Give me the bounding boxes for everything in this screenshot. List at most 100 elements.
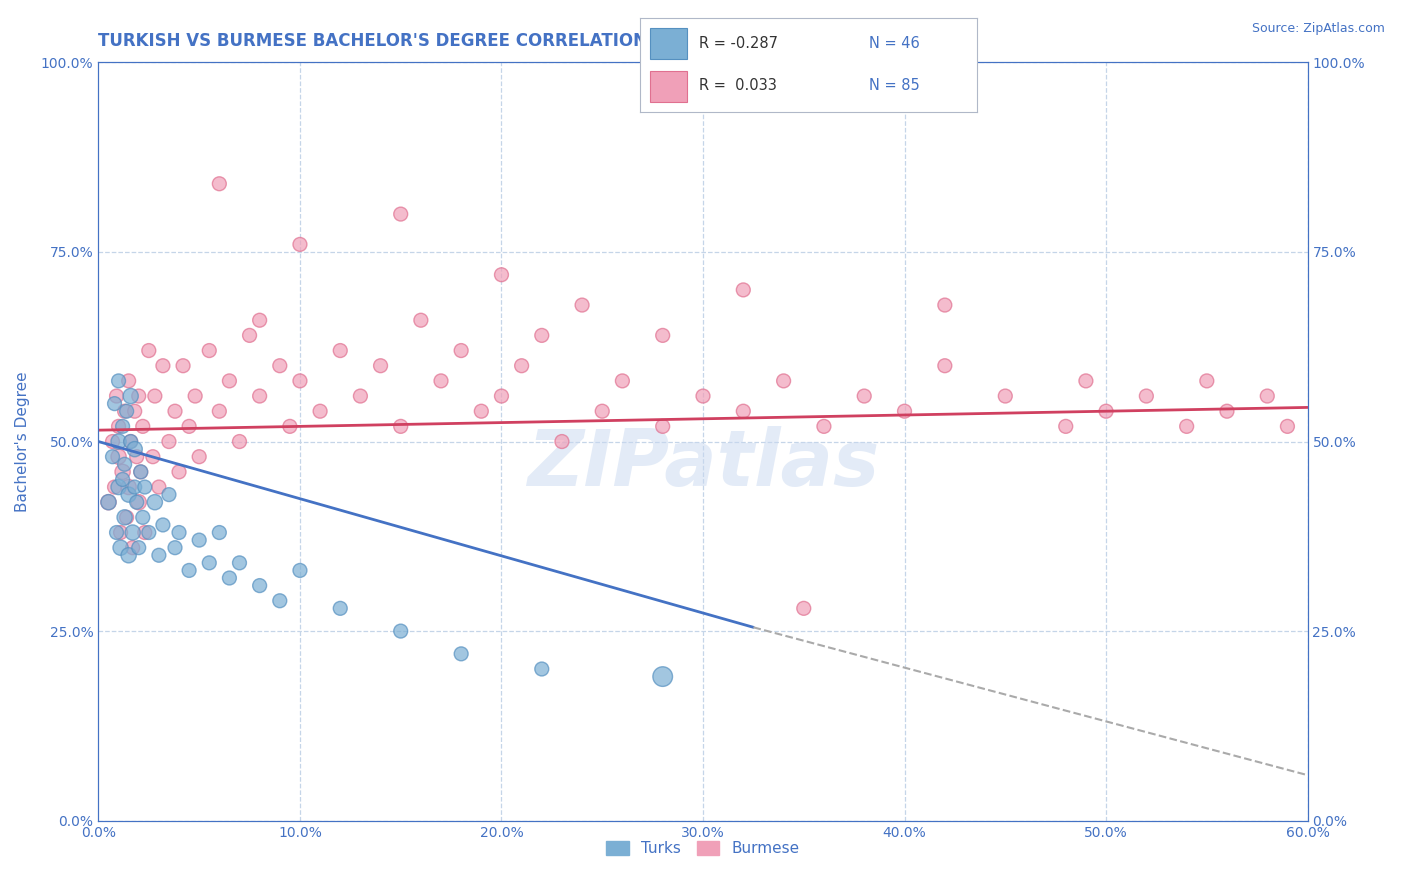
Point [349,389,371,403]
Point [651,328,673,343]
Point [115,510,138,524]
Point [733,404,755,418]
Point [218,571,240,585]
Point [167,525,190,540]
Point [148,548,170,563]
Point [118,487,141,501]
Point [288,237,311,252]
Point [409,313,432,327]
Point [1175,419,1198,434]
Point [530,662,553,676]
Point [288,374,311,388]
Point [813,419,835,434]
Point [853,389,876,403]
Point [793,601,815,615]
Point [772,374,794,388]
Point [134,525,156,540]
Point [530,328,553,343]
Text: N = 46: N = 46 [869,36,920,51]
Point [179,564,201,578]
Legend: Turks, Burmese: Turks, Burmese [600,835,806,863]
Point [124,480,146,494]
Point [218,374,240,388]
Point [994,389,1017,403]
Point [107,434,129,449]
Point [551,434,574,449]
Point [118,548,141,563]
Point [430,374,453,388]
Point [179,419,201,434]
Text: TURKISH VS BURMESE BACHELOR'S DEGREE CORRELATION CHART: TURKISH VS BURMESE BACHELOR'S DEGREE COR… [98,32,716,50]
Point [148,480,170,494]
Point [612,374,634,388]
Point [228,434,250,449]
Point [208,525,231,540]
Point [1054,419,1077,434]
Point [125,495,148,509]
Point [1095,404,1118,418]
Point [228,556,250,570]
Point [110,541,132,555]
Point [111,419,134,434]
Point [450,647,472,661]
Point [107,480,129,494]
Point [120,389,142,403]
Text: ZIPatlas: ZIPatlas [527,426,879,502]
Point [128,389,150,403]
Point [329,601,352,615]
Point [591,404,613,418]
Point [1256,389,1278,403]
Point [389,207,412,221]
Point [124,442,146,457]
Point [184,389,207,403]
Point [934,359,956,373]
Point [129,465,152,479]
Point [105,389,128,403]
Point [1135,389,1157,403]
Point [692,389,714,403]
Point [143,495,166,509]
Point [1074,374,1097,388]
Point [152,359,174,373]
Point [128,495,150,509]
Point [138,343,160,358]
Point [198,343,221,358]
Point [97,495,120,509]
Point [129,465,152,479]
Point [370,359,392,373]
Point [107,419,129,434]
Y-axis label: Bachelor's Degree: Bachelor's Degree [15,371,30,512]
FancyBboxPatch shape [650,71,688,103]
Point [114,404,136,418]
Point [114,458,136,472]
FancyBboxPatch shape [650,29,688,59]
Point [1195,374,1218,388]
Point [101,434,124,449]
Point [278,419,301,434]
Point [167,465,190,479]
Point [115,404,138,418]
Point [120,434,142,449]
Point [120,434,142,449]
Point [651,419,673,434]
Point [121,525,143,540]
Point [134,480,156,494]
Point [249,313,271,327]
Point [249,389,271,403]
Point [389,624,412,639]
Point [239,328,262,343]
Point [128,541,150,555]
Point [105,525,128,540]
Point [491,268,513,282]
Point [111,465,134,479]
Point [288,564,311,578]
Point [893,404,915,418]
Point [249,579,271,593]
Point [1277,419,1299,434]
Point [118,480,141,494]
Point [97,495,120,509]
Point [269,594,291,608]
Point [132,419,155,434]
Text: R =  0.033: R = 0.033 [699,78,776,94]
Point [138,525,160,540]
